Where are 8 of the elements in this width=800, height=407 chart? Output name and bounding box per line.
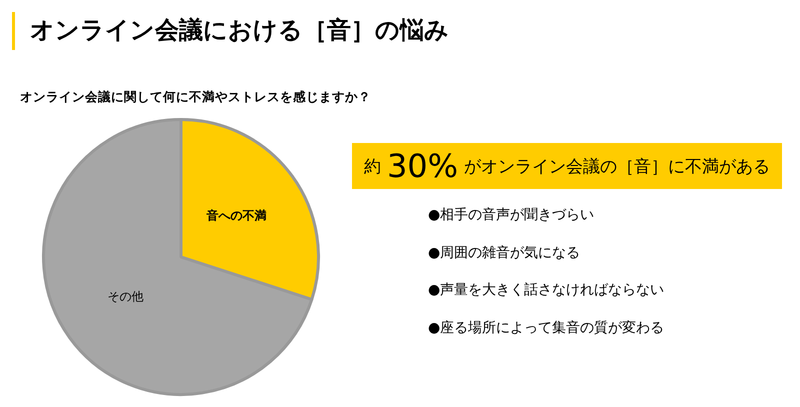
chart-title: オンライン会議における［音］の悩み	[30, 15, 449, 46]
chart-subtitle: オンライン会議に関して何に不満やストレスを感じますか？	[20, 89, 371, 106]
slice-label: 音への不満	[206, 208, 267, 223]
text: ●相手の音声が聞きづらい	[428, 206, 594, 224]
text: ●声量を大きく話さなければならない	[428, 281, 664, 299]
text: ●周囲の雑音が気になる	[428, 244, 580, 262]
slice-label: その他	[107, 290, 144, 304]
text: ●座る場所によって集音の質が変わる	[428, 318, 664, 336]
